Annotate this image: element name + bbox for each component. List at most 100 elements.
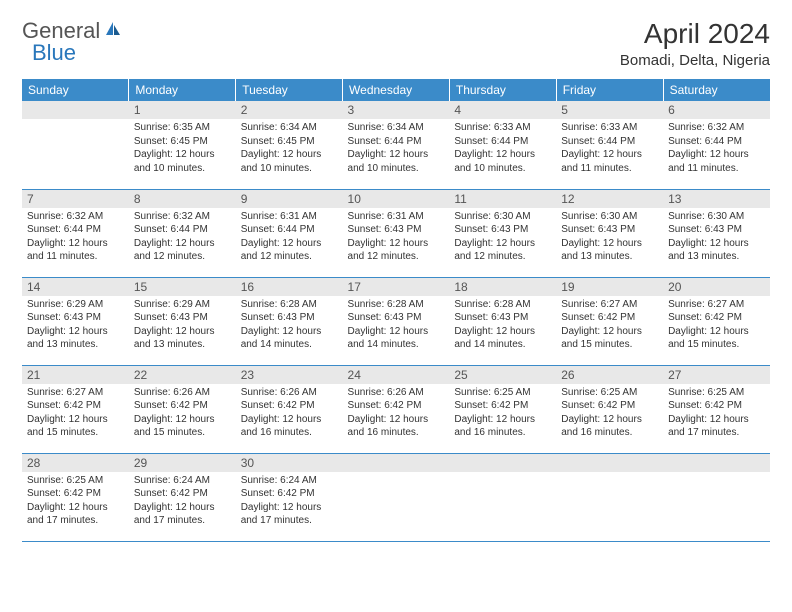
sunrise-line: Sunrise: 6:26 AM [134, 386, 231, 400]
day-body: Sunrise: 6:32 AMSunset: 6:44 PMDaylight:… [22, 208, 129, 268]
day-number: 6 [663, 101, 770, 119]
daylight-line: and 10 minutes. [134, 162, 231, 176]
calendar-cell: 12Sunrise: 6:30 AMSunset: 6:43 PMDayligh… [556, 189, 663, 277]
sunset-line: Sunset: 6:44 PM [134, 223, 231, 237]
logo-text-blue: Blue [32, 40, 76, 65]
day-body: Sunrise: 6:33 AMSunset: 6:44 PMDaylight:… [449, 119, 556, 179]
day-number: 28 [22, 454, 129, 472]
header: General April 2024 Bomadi, Delta, Nigeri… [22, 18, 770, 69]
sunset-line: Sunset: 6:43 PM [668, 223, 765, 237]
sunset-line: Sunset: 6:42 PM [561, 399, 658, 413]
calendar-cell: 5Sunrise: 6:33 AMSunset: 6:44 PMDaylight… [556, 101, 663, 189]
calendar-cell: 13Sunrise: 6:30 AMSunset: 6:43 PMDayligh… [663, 189, 770, 277]
weekday-header: Friday [556, 79, 663, 101]
sunrise-line: Sunrise: 6:27 AM [27, 386, 124, 400]
daylight-line: and 12 minutes. [241, 250, 338, 264]
day-number: 24 [343, 366, 450, 384]
daylight-line: Daylight: 12 hours [241, 237, 338, 251]
sunrise-line: Sunrise: 6:35 AM [134, 121, 231, 135]
sunset-line: Sunset: 6:43 PM [348, 311, 445, 325]
calendar-cell [556, 453, 663, 541]
sunrise-line: Sunrise: 6:28 AM [348, 298, 445, 312]
sunrise-line: Sunrise: 6:25 AM [27, 474, 124, 488]
day-number [449, 454, 556, 472]
calendar-cell: 4Sunrise: 6:33 AMSunset: 6:44 PMDaylight… [449, 101, 556, 189]
day-number: 26 [556, 366, 663, 384]
daylight-line: Daylight: 12 hours [668, 237, 765, 251]
day-body: Sunrise: 6:31 AMSunset: 6:44 PMDaylight:… [236, 208, 343, 268]
sunset-line: Sunset: 6:42 PM [241, 399, 338, 413]
calendar-cell: 20Sunrise: 6:27 AMSunset: 6:42 PMDayligh… [663, 277, 770, 365]
daylight-line: and 13 minutes. [561, 250, 658, 264]
calendar-cell: 21Sunrise: 6:27 AMSunset: 6:42 PMDayligh… [22, 365, 129, 453]
day-body [663, 472, 770, 478]
daylight-line: and 10 minutes. [454, 162, 551, 176]
day-number: 2 [236, 101, 343, 119]
daylight-line: Daylight: 12 hours [561, 237, 658, 251]
sunset-line: Sunset: 6:44 PM [27, 223, 124, 237]
daylight-line: and 15 minutes. [134, 426, 231, 440]
sunrise-line: Sunrise: 6:31 AM [348, 210, 445, 224]
sunrise-line: Sunrise: 6:29 AM [27, 298, 124, 312]
daylight-line: Daylight: 12 hours [27, 413, 124, 427]
calendar-row: 7Sunrise: 6:32 AMSunset: 6:44 PMDaylight… [22, 189, 770, 277]
daylight-line: Daylight: 12 hours [241, 501, 338, 515]
daylight-line: and 12 minutes. [454, 250, 551, 264]
day-body: Sunrise: 6:25 AMSunset: 6:42 PMDaylight:… [663, 384, 770, 444]
sunrise-line: Sunrise: 6:29 AM [134, 298, 231, 312]
sunset-line: Sunset: 6:43 PM [27, 311, 124, 325]
weekday-header: Monday [129, 79, 236, 101]
day-number [663, 454, 770, 472]
calendar-cell: 25Sunrise: 6:25 AMSunset: 6:42 PMDayligh… [449, 365, 556, 453]
daylight-line: Daylight: 12 hours [348, 325, 445, 339]
sunrise-line: Sunrise: 6:25 AM [561, 386, 658, 400]
day-body: Sunrise: 6:32 AMSunset: 6:44 PMDaylight:… [663, 119, 770, 179]
sunset-line: Sunset: 6:44 PM [241, 223, 338, 237]
sunset-line: Sunset: 6:44 PM [454, 135, 551, 149]
sunset-line: Sunset: 6:45 PM [134, 135, 231, 149]
calendar-cell [343, 453, 450, 541]
sunset-line: Sunset: 6:44 PM [668, 135, 765, 149]
sunrise-line: Sunrise: 6:32 AM [27, 210, 124, 224]
day-number: 7 [22, 190, 129, 208]
day-number [22, 101, 129, 119]
sunset-line: Sunset: 6:42 PM [27, 487, 124, 501]
day-body [22, 119, 129, 125]
daylight-line: Daylight: 12 hours [134, 413, 231, 427]
daylight-line: and 17 minutes. [241, 514, 338, 528]
day-body: Sunrise: 6:28 AMSunset: 6:43 PMDaylight:… [343, 296, 450, 356]
day-number: 16 [236, 278, 343, 296]
day-number: 4 [449, 101, 556, 119]
sunset-line: Sunset: 6:43 PM [134, 311, 231, 325]
day-number [556, 454, 663, 472]
calendar-cell: 7Sunrise: 6:32 AMSunset: 6:44 PMDaylight… [22, 189, 129, 277]
sunrise-line: Sunrise: 6:30 AM [454, 210, 551, 224]
sunrise-line: Sunrise: 6:30 AM [668, 210, 765, 224]
sunset-line: Sunset: 6:43 PM [241, 311, 338, 325]
daylight-line: Daylight: 12 hours [241, 148, 338, 162]
daylight-line: Daylight: 12 hours [454, 413, 551, 427]
calendar-cell: 11Sunrise: 6:30 AMSunset: 6:43 PMDayligh… [449, 189, 556, 277]
daylight-line: and 15 minutes. [668, 338, 765, 352]
daylight-line: and 11 minutes. [668, 162, 765, 176]
daylight-line: and 13 minutes. [668, 250, 765, 264]
daylight-line: and 13 minutes. [134, 338, 231, 352]
daylight-line: and 17 minutes. [27, 514, 124, 528]
calendar-cell [22, 101, 129, 189]
sunrise-line: Sunrise: 6:32 AM [668, 121, 765, 135]
day-number: 21 [22, 366, 129, 384]
calendar-cell: 18Sunrise: 6:28 AMSunset: 6:43 PMDayligh… [449, 277, 556, 365]
daylight-line: Daylight: 12 hours [668, 325, 765, 339]
sunrise-line: Sunrise: 6:26 AM [348, 386, 445, 400]
day-body [556, 472, 663, 478]
daylight-line: and 16 minutes. [454, 426, 551, 440]
sunset-line: Sunset: 6:44 PM [348, 135, 445, 149]
daylight-line: and 11 minutes. [27, 250, 124, 264]
sunset-line: Sunset: 6:44 PM [561, 135, 658, 149]
calendar-cell: 6Sunrise: 6:32 AMSunset: 6:44 PMDaylight… [663, 101, 770, 189]
day-body: Sunrise: 6:27 AMSunset: 6:42 PMDaylight:… [663, 296, 770, 356]
calendar-cell: 10Sunrise: 6:31 AMSunset: 6:43 PMDayligh… [343, 189, 450, 277]
sunrise-line: Sunrise: 6:24 AM [134, 474, 231, 488]
daylight-line: Daylight: 12 hours [668, 413, 765, 427]
sunset-line: Sunset: 6:42 PM [668, 311, 765, 325]
